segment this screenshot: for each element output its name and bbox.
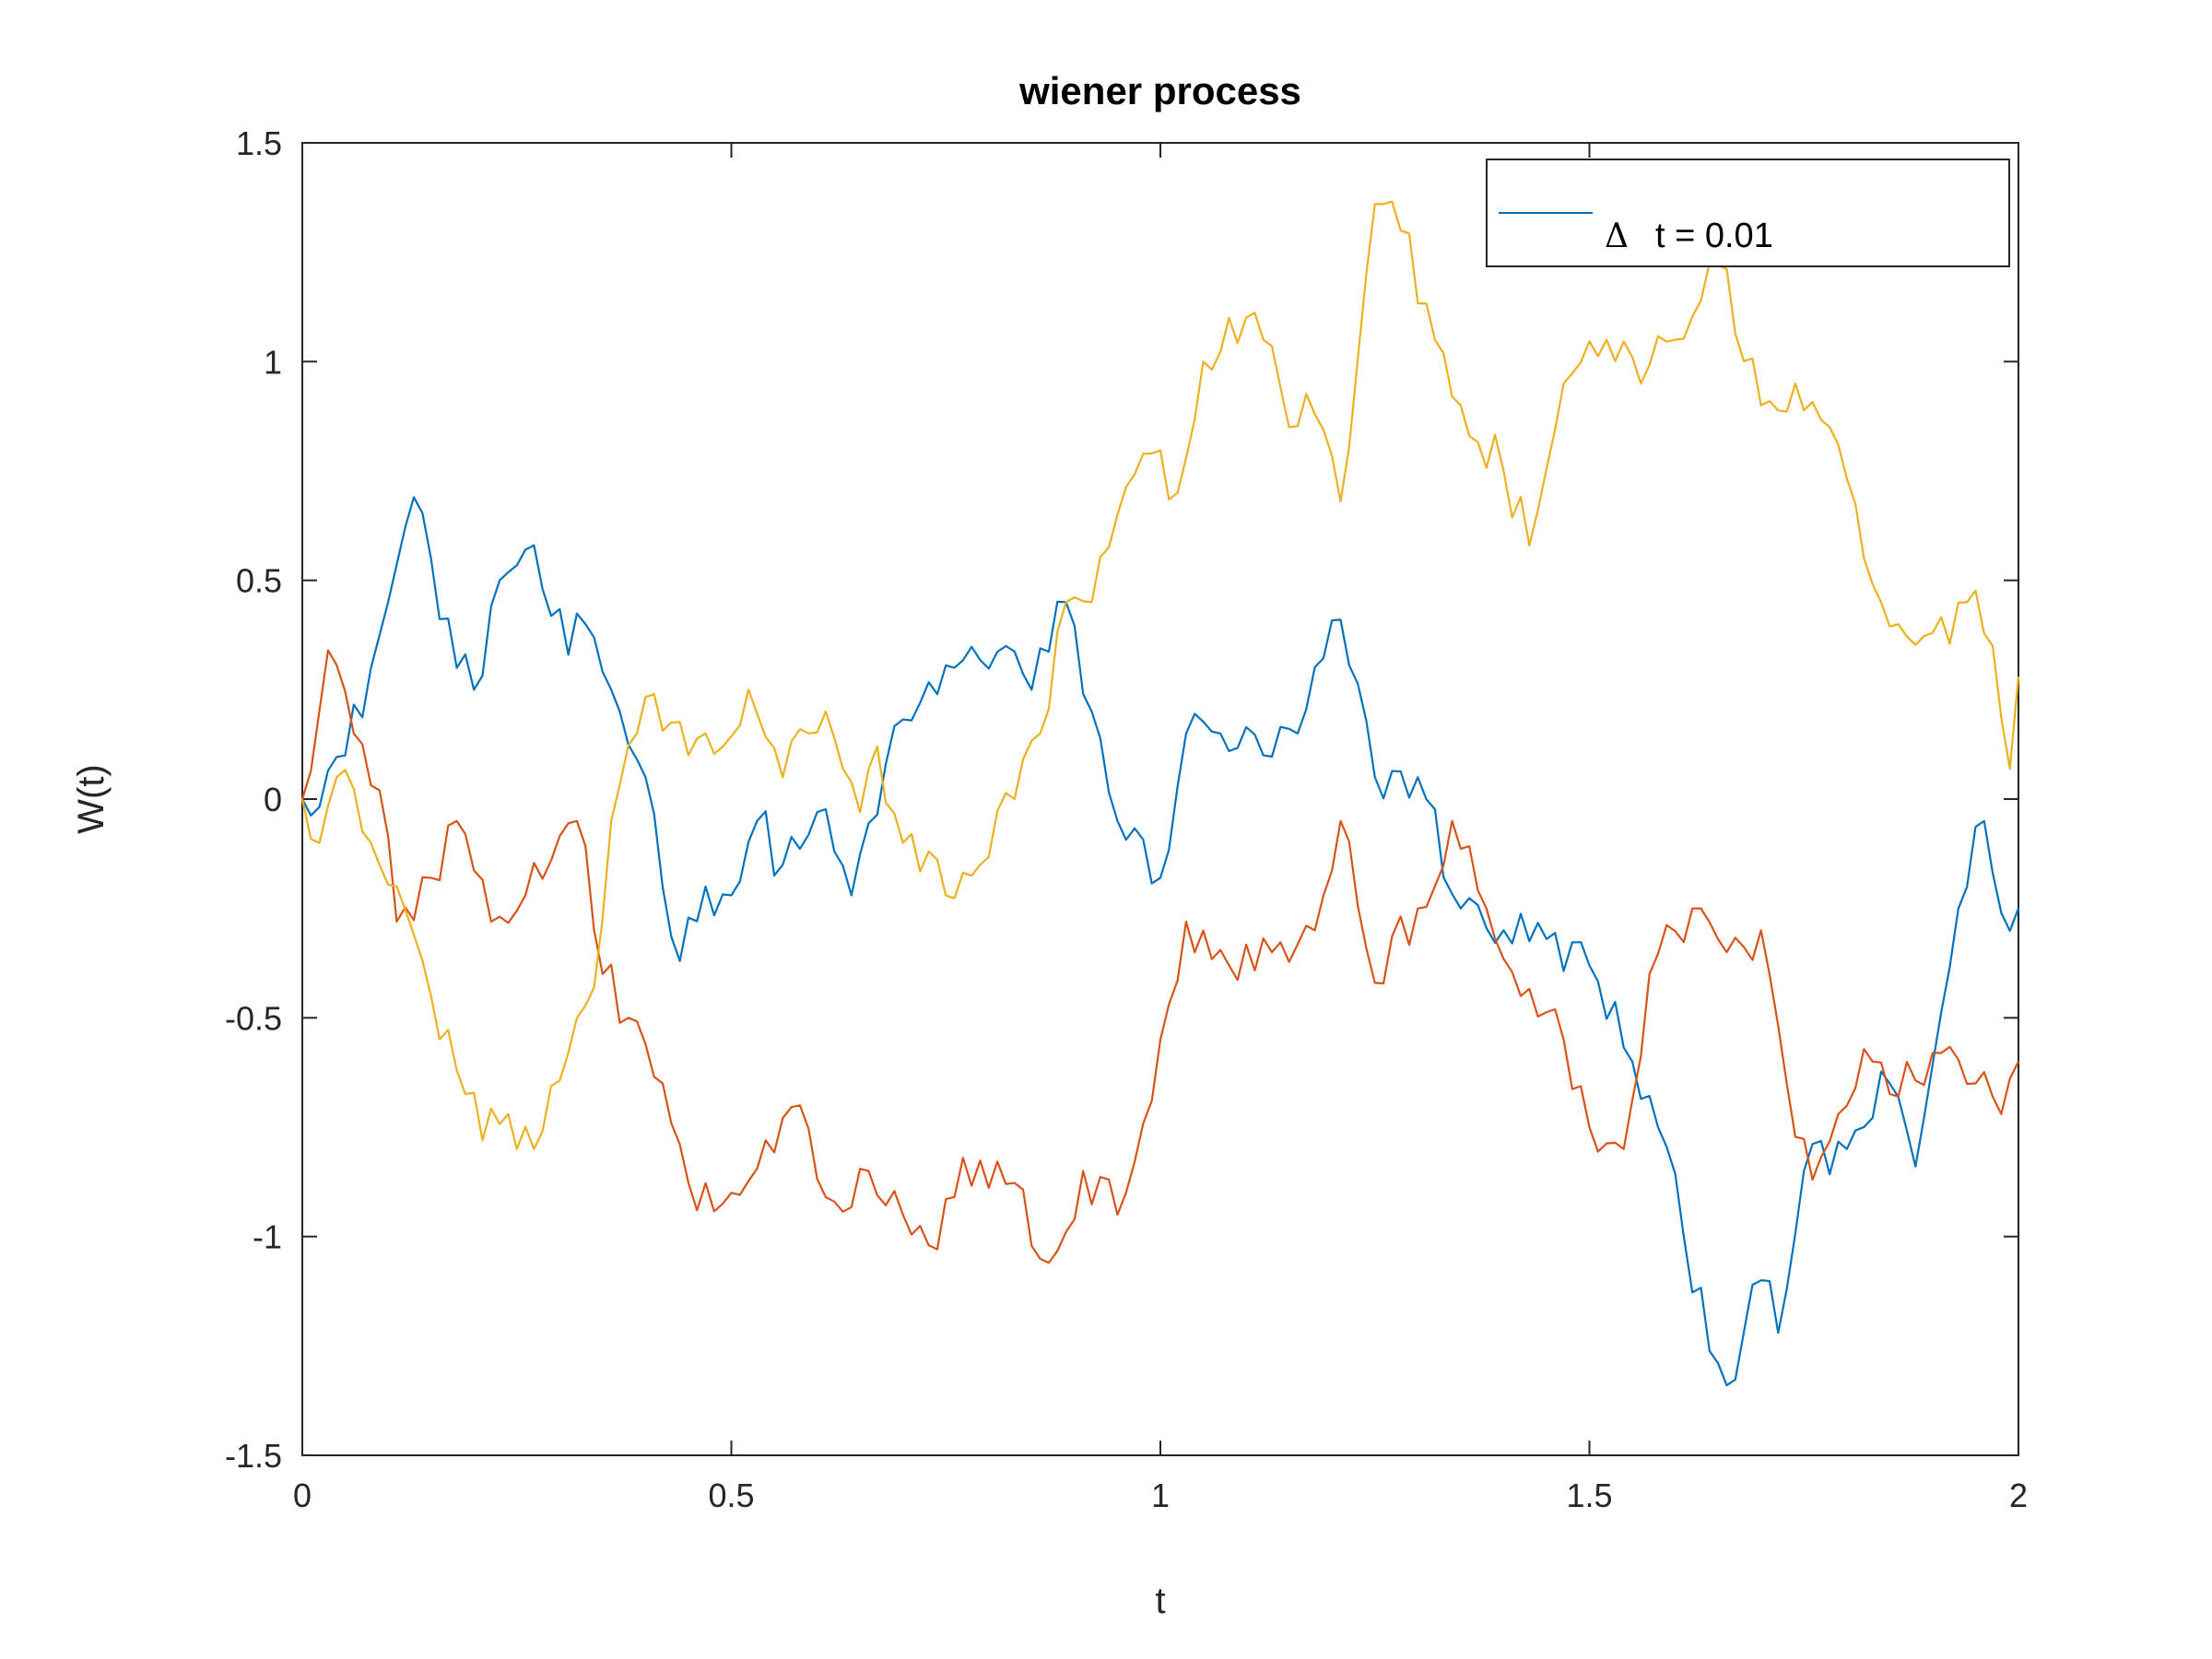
x-tick-label: 1 [1151,1477,1170,1514]
legend: Δ t = 0.01 [1486,159,2010,267]
y-tick-label: 0.5 [236,562,282,600]
y-tick-label: -1 [253,1218,282,1256]
x-tick-label: 2 [2009,1477,2028,1514]
chart-title: wiener process [1018,69,1301,112]
series-line-1 [301,496,2020,1387]
y-axis-ticks: -1.5 -1 -0.5 0 0.5 1 1.5 [225,124,2018,1475]
x-axis-ticks: 0 0.5 1 1.5 2 [293,143,2028,1514]
y-tick-label: 0 [264,781,282,818]
y-tick-label: -0.5 [225,999,282,1037]
series-line-3 [300,200,2020,1150]
x-tick-label: 0 [293,1477,312,1514]
x-tick-label: 0.5 [708,1477,754,1514]
x-axis-label: t [1155,1581,1165,1621]
legend-delta-symbol: Δ [1605,218,1629,255]
series-layer [300,200,2020,1387]
y-tick-label: -1.5 [225,1437,282,1475]
legend-entry-label: t = 0.01 [1655,217,1773,255]
y-axis-label: W(t) [71,764,112,834]
y-tick-label: 1 [264,343,282,381]
x-tick-label: 1.5 [1566,1477,1612,1514]
y-tick-label: 1.5 [236,124,282,162]
plot-area [301,142,2019,1456]
series-line-2 [300,649,2019,1265]
